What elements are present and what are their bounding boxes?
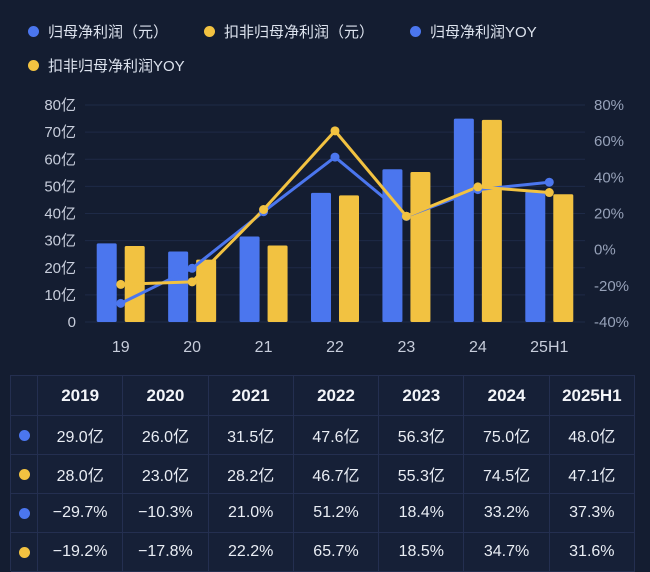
- svg-text:80%: 80%: [594, 97, 624, 114]
- table-cell: 18.5%: [379, 533, 465, 572]
- legend-dot-blue-icon: [28, 25, 39, 37]
- legend-dot-blue-icon: [410, 25, 422, 37]
- table-cell: 28.0亿: [38, 455, 124, 494]
- svg-text:70亿: 70亿: [44, 124, 76, 141]
- table-cell: 55.3亿: [379, 455, 465, 494]
- svg-text:40%: 40%: [594, 169, 624, 186]
- table-cell: 28.2亿: [208, 455, 294, 494]
- legend-item-deducted-net-profit-yoy[interactable]: 扣非归母净利润YOY: [28, 55, 185, 76]
- legend-dot-yellow-icon: [204, 25, 216, 37]
- table-cell: 34.7%: [464, 533, 550, 572]
- table-cell: 65.7%: [293, 533, 380, 572]
- bars-deducted-net-profit: [124, 119, 574, 322]
- table-cell: 33.2%: [464, 494, 550, 533]
- bars-net-profit: [96, 118, 546, 322]
- table-cell: 56.3亿: [379, 416, 465, 455]
- table-header-year: 2019: [38, 376, 124, 416]
- table-cell: −19.2%: [38, 533, 124, 572]
- svg-text:22: 22: [326, 339, 344, 356]
- svg-text:30亿: 30亿: [44, 233, 76, 250]
- svg-text:24: 24: [469, 339, 487, 356]
- svg-text:60%: 60%: [594, 133, 624, 150]
- svg-text:40亿: 40亿: [44, 206, 76, 223]
- row-dot-cell: [11, 455, 38, 494]
- svg-text:21: 21: [255, 339, 273, 356]
- legend-item-deducted-net-profit[interactable]: 扣非归母净利润（元）: [204, 21, 374, 42]
- svg-text:0: 0: [68, 314, 76, 331]
- svg-text:19: 19: [112, 339, 130, 356]
- table-cell: −17.8%: [123, 533, 209, 572]
- table-cell: 23.0亿: [123, 455, 209, 494]
- svg-text:-20%: -20%: [594, 278, 629, 295]
- table-cell: −10.3%: [123, 494, 209, 533]
- row-dot-cell: [11, 494, 38, 533]
- table-cell: 48.0亿: [549, 416, 635, 455]
- legend-row-2: 扣非归母净利润YOY: [28, 50, 628, 80]
- row-dot-cell: [11, 533, 38, 572]
- table-cell: 37.3%: [549, 494, 635, 533]
- table-header-year: 2023: [379, 376, 465, 416]
- svg-text:50亿: 50亿: [44, 178, 76, 195]
- legend-row-1: 归母净利润（元） 扣非归母净利润（元） 归母净利润YOY: [28, 16, 628, 46]
- chart-legend: 归母净利润（元） 扣非归母净利润（元） 归母净利润YOY 扣非归母净利润YOY: [28, 16, 628, 84]
- table-cell: 26.0亿: [123, 416, 209, 455]
- table-cell: 47.1亿: [549, 455, 635, 494]
- table-cell: 74.5亿: [464, 455, 550, 494]
- legend-dot-yellow-icon: [28, 59, 39, 71]
- table-cell: 46.7亿: [293, 455, 380, 494]
- x-axis-labels: 19 20 21 22 23 24 25H1: [112, 339, 569, 356]
- svg-text:20%: 20%: [594, 206, 624, 223]
- table-header-year: 2022: [293, 376, 380, 416]
- svg-text:0%: 0%: [594, 242, 616, 259]
- table-cell: 29.0亿: [38, 416, 124, 455]
- svg-text:23: 23: [398, 339, 416, 356]
- right-axis-labels: 80% 60% 40% 20% 0% -20% -40%: [594, 97, 629, 331]
- svg-text:20亿: 20亿: [44, 260, 76, 277]
- profit-chart-svg: 80亿 70亿 60亿 50亿 40亿 30亿 20亿 10亿 0 80% 60% 40% 20% 0% -…: [44, 97, 629, 356]
- table-cell: 21.0%: [208, 494, 294, 533]
- legend-label: 归母净利润YOY: [430, 23, 537, 41]
- svg-text:-40%: -40%: [594, 314, 629, 331]
- svg-text:60亿: 60亿: [44, 151, 76, 168]
- legend-item-net-profit[interactable]: 归母净利润（元）: [28, 21, 168, 42]
- svg-text:10亿: 10亿: [44, 287, 76, 304]
- table-header-year: 2025H1: [549, 376, 635, 416]
- table-corner-cell: [11, 376, 38, 416]
- legend-label: 扣非归母净利润（元）: [224, 23, 375, 41]
- legend-item-net-profit-yoy[interactable]: 归母净利润YOY: [410, 21, 537, 42]
- table-header-year: 2021: [208, 376, 294, 416]
- table-cell: 31.6%: [549, 533, 635, 572]
- series-dot-icon: [18, 429, 30, 441]
- table-cell: 31.5亿: [208, 416, 294, 455]
- svg-text:20: 20: [183, 339, 201, 356]
- row-dot-cell: [11, 416, 38, 455]
- table-header-year: 2024: [464, 376, 550, 416]
- table-cell: 18.4%: [379, 494, 465, 533]
- grid-lines: [85, 104, 585, 323]
- svg-text:25H1: 25H1: [530, 339, 568, 356]
- table-cell: −29.7%: [38, 494, 124, 533]
- legend-label: 扣非归母净利润YOY: [48, 57, 185, 75]
- svg-text:80亿: 80亿: [44, 97, 76, 114]
- table-cell: 47.6亿: [293, 416, 380, 455]
- series-dot-icon: [18, 546, 30, 558]
- table-cell: 75.0亿: [464, 416, 550, 455]
- table-cell: 51.2%: [293, 494, 380, 533]
- series-dot-icon: [18, 468, 30, 480]
- profit-chart: 80亿 70亿 60亿 50亿 40亿 30亿 20亿 10亿 0 80% 60% 40% 20% 0% -…: [0, 88, 650, 370]
- series-dot-icon: [18, 507, 30, 519]
- markers-deducted-net-profit-yoy: [116, 126, 554, 289]
- table-header-year: 2020: [123, 376, 209, 416]
- table-cell: 22.2%: [208, 533, 294, 572]
- legend-label: 归母净利润（元）: [48, 23, 169, 41]
- left-axis-labels: 80亿 70亿 60亿 50亿 40亿 30亿 20亿 10亿 0: [44, 97, 76, 331]
- financial-table: 2019 2020 2021 2022 2023 2024 2025H1 29.…: [10, 375, 635, 572]
